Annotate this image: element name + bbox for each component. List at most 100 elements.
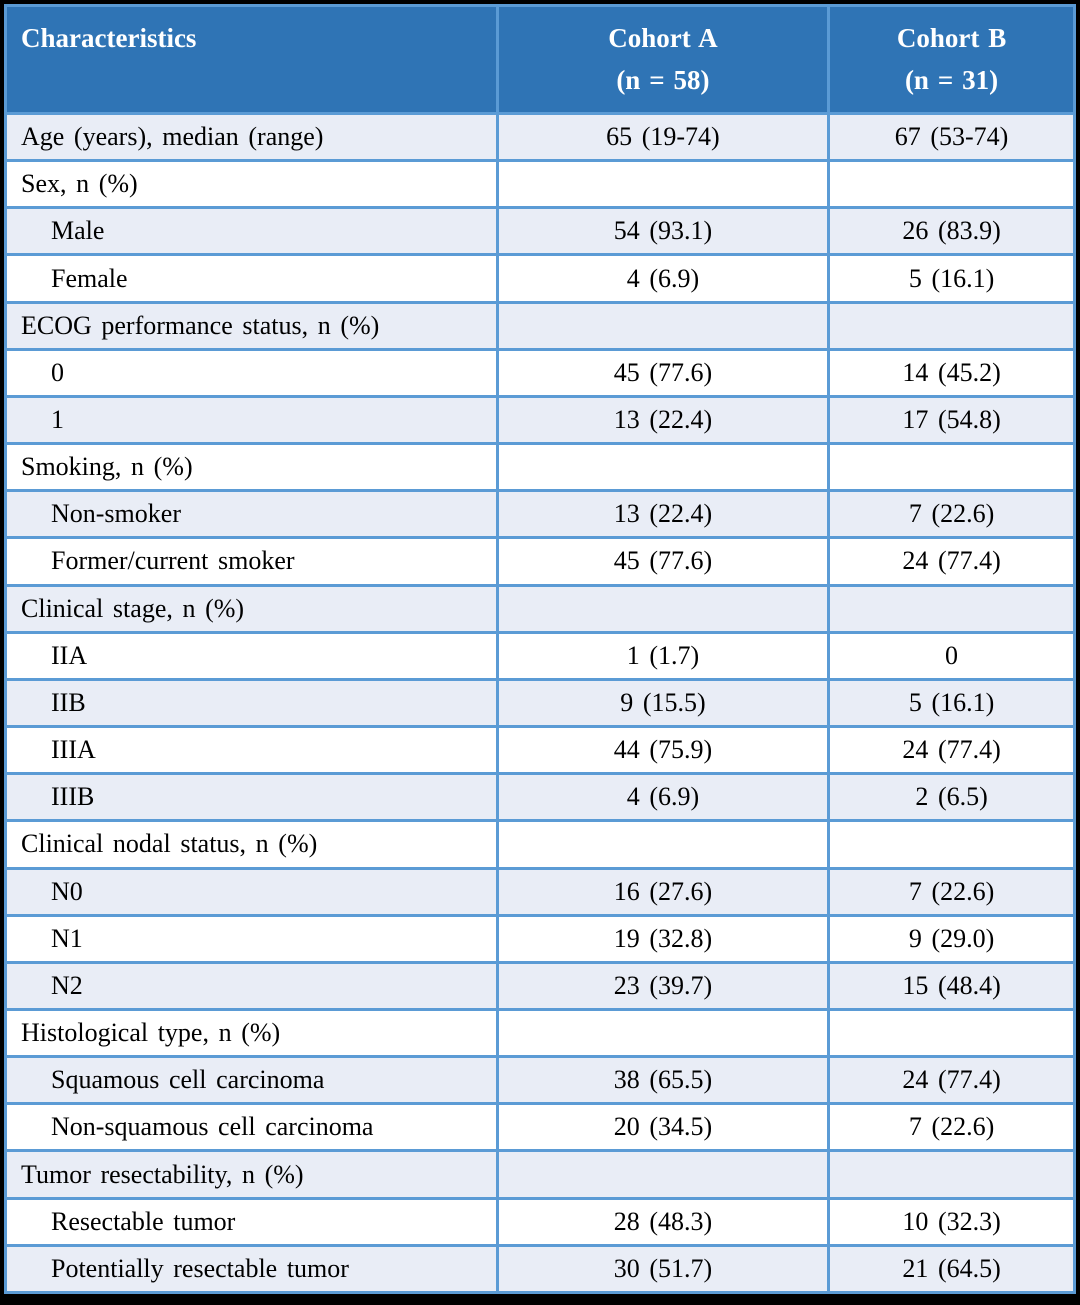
table-row: Male 54 (93.1) 26 (83.9) [4,206,1076,257]
cohort-b-value: 15 (48.4) [827,960,1076,1011]
header-cell-characteristics: Characteristics [4,4,499,115]
row-label: Former/current smoker [4,536,499,587]
cohort-b-value [827,442,1076,493]
row-label: Non-squamous cell carcinoma [4,1102,499,1153]
table-row: Potentially resectable tumor 30 (51.7) 2… [4,1243,1076,1295]
table-row: 0 45 (77.6) 14 (45.2) [4,347,1076,398]
cohort-a-value: 16 (27.6) [495,866,831,917]
cohort-a-value: 13 (22.4) [495,394,831,446]
cohort-a-value: 30 (51.7) [495,1243,831,1295]
cohort-b-value: 24 (77.4) [827,725,1076,776]
table-row: N1 19 (32.8) 9 (29.0) [4,913,1076,964]
cohort-a-value [495,583,831,634]
cohort-a-value: 20 (34.5) [495,1102,831,1153]
table-row: Non-smoker 13 (22.4) 7 (22.6) [4,489,1076,540]
table-row: Resectable tumor 28 (48.3) 10 (32.3) [4,1196,1076,1247]
cohort-b-n: (n = 31) [904,65,999,95]
row-label: N0 [4,866,499,917]
row-label: Male [4,206,499,257]
row-label: Female [4,253,499,304]
table-row: Histological type, n (%) [4,1007,1076,1059]
cohort-b-value: 5 (16.1) [827,677,1076,729]
characteristics-table: Characteristics Cohort A (n = 58) Cohort… [4,4,1076,1295]
cohort-b-value: 0 [827,630,1076,681]
table-row: ECOG performance status, n (%) [4,300,1076,351]
table-row: 1 13 (22.4) 17 (54.8) [4,394,1076,446]
cohort-b-title: Cohort B [896,23,1007,53]
cohort-b-value: 7 (22.6) [827,489,1076,540]
table-row: Non-squamous cell carcinoma 20 (34.5) 7 … [4,1102,1076,1153]
row-label: Clinical stage, n (%) [4,583,499,634]
cohort-b-value: 24 (77.4) [827,1055,1076,1106]
cohort-b-value [827,1149,1076,1200]
table-row: Female 4 (6.9) 5 (16.1) [4,253,1076,304]
table-row: Squamous cell carcinoma 38 (65.5) 24 (77… [4,1055,1076,1106]
cohort-a-n: (n = 58) [616,65,710,95]
cohort-b-value: 14 (45.2) [827,347,1076,398]
cohort-b-value: 67 (53-74) [827,111,1076,163]
header-characteristics-label: Characteristics [21,23,197,53]
cohort-b-value [827,819,1076,870]
row-label: Potentially resectable tumor [4,1243,499,1295]
row-label: IIB [4,677,499,729]
table-row: Clinical stage, n (%) [4,583,1076,634]
cohort-a-value [495,1007,831,1059]
cohort-a-value: 44 (75.9) [495,725,831,776]
cohort-a-value: 38 (65.5) [495,1055,831,1106]
cohort-a-title: Cohort A [608,23,718,53]
row-label: Age (years), median (range) [4,111,499,163]
cohort-b-value: 5 (16.1) [827,253,1076,304]
cohort-a-value: 23 (39.7) [495,960,831,1011]
cohort-b-value: 9 (29.0) [827,913,1076,964]
cohort-a-value [495,819,831,870]
table-row: Tumor resectability, n (%) [4,1149,1076,1200]
cohort-a-value: 28 (48.3) [495,1196,831,1247]
row-label: IIIB [4,772,499,823]
cohort-b-value: 17 (54.8) [827,394,1076,446]
table-row: Smoking, n (%) [4,442,1076,493]
cohort-b-value: 2 (6.5) [827,772,1076,823]
row-label: Histological type, n (%) [4,1007,499,1059]
cohort-b-value: 7 (22.6) [827,866,1076,917]
row-label: Sex, n (%) [4,159,499,210]
cohort-a-value [495,1149,831,1200]
cohort-b-value: 21 (64.5) [827,1243,1076,1295]
cohort-a-value: 9 (15.5) [495,677,831,729]
row-label: Tumor resectability, n (%) [4,1149,499,1200]
row-label: N1 [4,913,499,964]
cohort-a-value: 45 (77.6) [495,347,831,398]
table-row: Clinical nodal status, n (%) [4,819,1076,870]
row-label: Non-smoker [4,489,499,540]
table-body: Age (years), median (range) 65 (19-74) 6… [4,111,1076,1295]
cohort-a-value: 54 (93.1) [495,206,831,257]
row-label: N2 [4,960,499,1011]
cohort-a-value: 65 (19-74) [495,111,831,163]
row-label: IIA [4,630,499,681]
table-row: IIIA 44 (75.9) 24 (77.4) [4,725,1076,776]
cohort-b-value [827,159,1076,210]
cohort-b-value [827,1007,1076,1059]
table-row: IIA 1 (1.7) 0 [4,630,1076,681]
cohort-a-value: 4 (6.9) [495,772,831,823]
row-label: 0 [4,347,499,398]
cohort-a-value: 4 (6.9) [495,253,831,304]
table-row: Former/current smoker 45 (77.6) 24 (77.4… [4,536,1076,587]
row-label: ECOG performance status, n (%) [4,300,499,351]
cohort-a-value [495,159,831,210]
row-label: 1 [4,394,499,446]
table-row: Age (years), median (range) 65 (19-74) 6… [4,111,1076,163]
cohort-b-value [827,583,1076,634]
cohort-b-value: 10 (32.3) [827,1196,1076,1247]
row-label: IIIA [4,725,499,776]
cohort-b-value: 7 (22.6) [827,1102,1076,1153]
cohort-a-value: 13 (22.4) [495,489,831,540]
cohort-b-value: 26 (83.9) [827,206,1076,257]
cohort-b-value: 24 (77.4) [827,536,1076,587]
row-label: Clinical nodal status, n (%) [4,819,499,870]
header-cell-cohort-b: Cohort B (n = 31) [827,4,1076,115]
table-row: Sex, n (%) [4,159,1076,210]
table-row: IIIB 4 (6.9) 2 (6.5) [4,772,1076,823]
header-cell-cohort-a: Cohort A (n = 58) [495,4,831,115]
cohort-a-value: 19 (32.8) [495,913,831,964]
